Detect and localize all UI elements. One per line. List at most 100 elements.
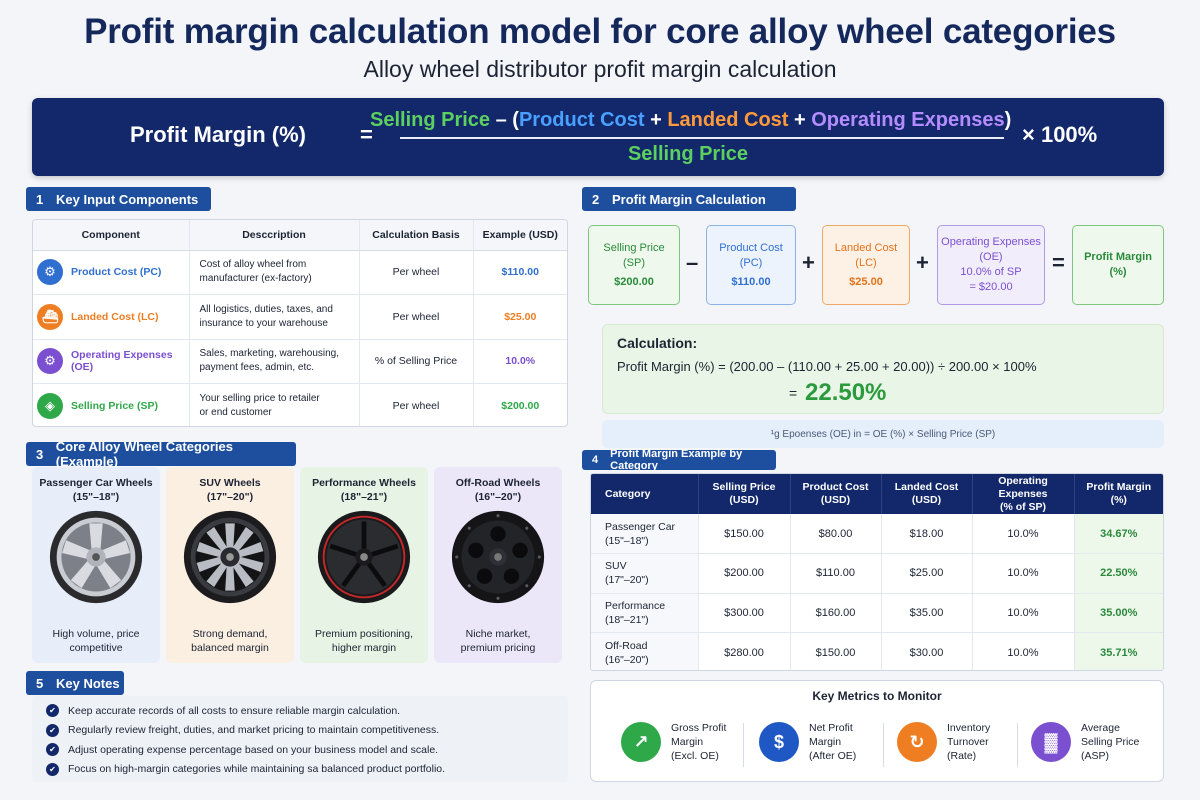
check-icon: ✔ bbox=[46, 704, 59, 718]
opex-cell: 10.0% bbox=[971, 593, 1074, 633]
section-5-heading: 5 Key Notes bbox=[26, 671, 124, 695]
column-header: Category bbox=[591, 474, 698, 514]
metric-inventory-turnover: ↻ Inventory Turnover (Rate) bbox=[897, 721, 990, 763]
card-description: High volume, price competitive bbox=[32, 627, 160, 655]
column-header: Desccription bbox=[188, 220, 359, 251]
box-value: = $20.00 bbox=[969, 281, 1013, 293]
category-card-suv: SUV Wheels (17"–20") Strong demand, bala… bbox=[166, 467, 294, 663]
component-label: Operating Expenses (OE) bbox=[71, 349, 173, 374]
category-cell: Passenger Car (15"–18") bbox=[591, 514, 698, 554]
wheel-gear-icon: ⚙ bbox=[37, 259, 63, 286]
list-item: ✔ Adjust operating expense percentage bas… bbox=[32, 740, 568, 760]
landed-cost-cell: $18.00 bbox=[880, 514, 972, 554]
card-description: Strong demand, balanced margin bbox=[166, 627, 294, 655]
column-header: Product Cost (USD) bbox=[789, 474, 881, 514]
pm-box: Profit Margin (%) bbox=[1072, 225, 1164, 305]
box-line: Profit Margin bbox=[1084, 251, 1152, 263]
box-line: (%) bbox=[1109, 266, 1127, 278]
selling-price-cell: $200.00 bbox=[697, 553, 790, 594]
metrics-title: Key Metrics to Monitor bbox=[812, 689, 942, 703]
category-card-offroad: Off-Road Wheels (16"–20") Niche market, … bbox=[434, 467, 562, 663]
oe-note-text: ¹g Epoenses (OE) in = OE (%) × Selling P… bbox=[770, 428, 996, 440]
section-2-title: Profit Margin Calculation bbox=[612, 191, 766, 207]
ship-icon: ⛴ bbox=[37, 303, 63, 330]
formula-plus-2: + bbox=[788, 109, 812, 131]
black-red-wheel-image bbox=[317, 510, 411, 604]
formula-equals: = bbox=[360, 122, 373, 147]
category-cell: Off-Road (16"–20") bbox=[591, 632, 698, 670]
card-title: Performance Wheels bbox=[312, 477, 416, 489]
column-header: Calculation Basis bbox=[358, 220, 473, 251]
card-desc-line: higher margin bbox=[331, 642, 397, 654]
example-value: $110.00 bbox=[472, 250, 567, 295]
box-line: Operating Expenses bbox=[941, 236, 1041, 248]
description-line: insurance to your warehouse bbox=[199, 317, 328, 329]
landed-cost-cell: $30.00 bbox=[880, 632, 972, 670]
key-input-table: Component Desccription Calculation Basis… bbox=[32, 219, 568, 427]
section-4-number: 4 bbox=[592, 454, 599, 466]
fraction-line bbox=[400, 137, 1004, 139]
metric-divider bbox=[743, 723, 744, 767]
metric-divider bbox=[883, 723, 884, 767]
black-machined-wheel-image bbox=[183, 510, 277, 604]
calc-result-value: 22.50% bbox=[805, 379, 887, 406]
calc-label: Calculation: bbox=[617, 335, 698, 351]
card-desc-line: Strong demand, bbox=[192, 628, 268, 640]
category-cell: SUV (17"–20") bbox=[591, 553, 698, 594]
formula-minus: – ( bbox=[490, 109, 519, 131]
box-line: Landed Cost bbox=[834, 241, 898, 254]
column-header: Landed Cost (USD) bbox=[880, 474, 972, 514]
table-row: SUV (17"–20") $200.00 $110.00 $25.00 10.0… bbox=[591, 553, 1163, 594]
example-value: 10.0% bbox=[472, 339, 567, 384]
calc-basis: Per wheel bbox=[358, 250, 473, 295]
formula-pc: Product Cost bbox=[518, 109, 645, 131]
metric-net-profit: $ Net Profit Margin (After OE) bbox=[759, 721, 856, 763]
section-4-heading: 4 Profit Margin Example by Category bbox=[582, 448, 776, 472]
page-title: Profit margin calculation model for core… bbox=[84, 12, 1116, 51]
component-label: Product Cost (PC) bbox=[71, 266, 162, 279]
box-line: Product Cost bbox=[719, 241, 783, 254]
card-desc-line: High volume, price bbox=[52, 628, 140, 640]
list-item: ✔ Keep accurate records of all costs to e… bbox=[32, 701, 568, 721]
opex-cell: 10.0% bbox=[971, 553, 1074, 594]
gear-icon: ⚙ bbox=[37, 348, 63, 375]
section-3-title: Core Alloy Wheel Categories (Example) bbox=[55, 439, 233, 469]
column-header: Operating Expenses (% of SP) bbox=[971, 474, 1074, 514]
card-description: Premium positioning, higher margin bbox=[300, 627, 428, 655]
box-value: $200.00 bbox=[614, 275, 654, 288]
card-size: (18"–21") bbox=[340, 491, 388, 503]
description-line: Cost of alloy wheel from bbox=[199, 259, 307, 271]
opex-cell: 10.0% bbox=[971, 632, 1074, 670]
section-2-heading: 2 Profit Margin Calculation bbox=[582, 187, 796, 211]
table-row: ⚙ Product Cost (PC) Cost of alloy wheel f… bbox=[33, 250, 567, 295]
box-line: (PC) bbox=[739, 256, 763, 269]
calc-basis: Per wheel bbox=[358, 294, 473, 340]
list-item: ✔ Focus on high-margin categories while m… bbox=[32, 760, 568, 780]
note-text: Keep accurate records of all costs to en… bbox=[68, 704, 401, 717]
bar-chart-icon: ▓ bbox=[1031, 722, 1071, 762]
formula-banner: Profit Margin (%) = Selling Price – (Pro… bbox=[32, 98, 1164, 176]
category-margin-table: Category Selling Price (USD) Product Cost… bbox=[590, 473, 1164, 671]
box-line: (SP) bbox=[623, 256, 645, 269]
description-line: Sales, marketing, warehousing, bbox=[199, 348, 340, 360]
description-line: payment fees, admin, etc. bbox=[199, 362, 315, 374]
page-subtitle: Alloy wheel distributor profit margin ca… bbox=[363, 56, 837, 82]
table-row: ⚙ Operating Expenses (OE) Sales, marketin… bbox=[33, 339, 567, 384]
description-line: Your selling price to retailer bbox=[199, 393, 320, 404]
section-1-title: Key Input Components bbox=[56, 191, 199, 207]
table-header-row: Component Desccription Calculation Basis… bbox=[33, 220, 567, 251]
cycle-dollar-icon: ↻ bbox=[897, 722, 937, 762]
table-row: Performance (18"–21") $300.00 $160.00 $35… bbox=[591, 593, 1163, 633]
section-2-number: 2 bbox=[592, 191, 600, 207]
product-cost-cell: $80.00 bbox=[789, 514, 881, 554]
card-size: (17"–20") bbox=[206, 491, 254, 503]
formula-denominator: Selling Price bbox=[627, 143, 749, 165]
card-desc-line: Niche market, bbox=[465, 628, 531, 640]
description-line: or end customer bbox=[199, 407, 272, 418]
check-icon: ✔ bbox=[46, 762, 59, 776]
product-cost-cell: $150.00 bbox=[789, 632, 881, 670]
box-line: 10.0% of SP bbox=[960, 266, 1022, 278]
profit-margin-cell: 35.00% bbox=[1073, 593, 1163, 633]
pc-box: Product Cost (PC) $110.00 bbox=[706, 225, 796, 305]
metric-divider bbox=[1017, 723, 1018, 767]
